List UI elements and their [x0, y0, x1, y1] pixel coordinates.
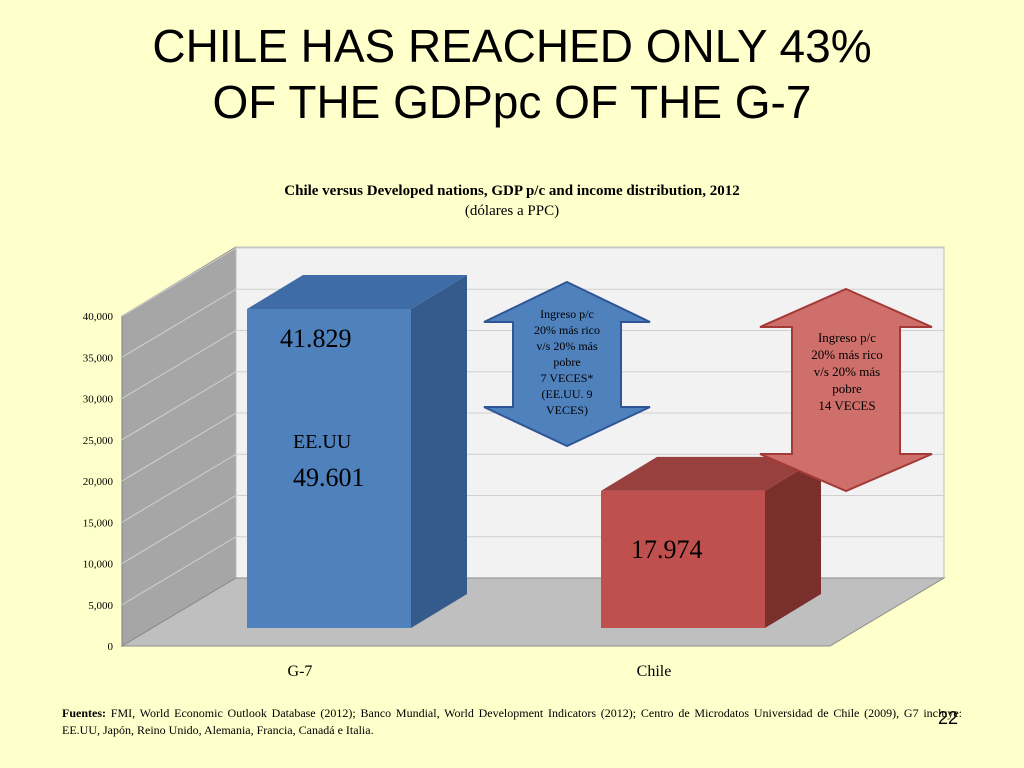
bar-side: [765, 456, 821, 628]
x-tick-label: Chile: [637, 663, 672, 680]
x-tick-label: G-7: [288, 663, 313, 680]
red-arrow-text: pobre: [832, 381, 862, 396]
red-arrow-text: v/s 20% más: [814, 364, 880, 379]
chart: 0 5,000 10,000 15,000 20,000 25,000 30,000 35,0…: [83, 246, 946, 680]
y-tick-label: 40,000: [83, 311, 114, 323]
red-updown-arrow: [759, 287, 933, 493]
usa-label: EE.UU: [293, 431, 352, 453]
bar-top: [601, 456, 821, 491]
gridline: [121, 330, 944, 399]
slide-title: CHILE HAS REACHED ONLY 43% OF THE GDPpc …: [0, 18, 1024, 130]
y-tick-labels: 0 5,000 10,000 15,000 20,000 25,000 30,000 35,0…: [83, 311, 114, 653]
blue-arrow-text: Ingreso p/c: [540, 307, 594, 321]
bar: [247, 309, 411, 628]
data-label: 41.829: [280, 324, 352, 353]
gridline: [121, 288, 944, 358]
red-arrow-text: Ingreso p/c: [818, 330, 876, 345]
blue-arrow-text: 20% más rico: [534, 323, 600, 337]
bars: [247, 275, 821, 628]
bar-side: [411, 275, 467, 628]
gridline: [121, 412, 944, 482]
y-tick-label: 5,000: [88, 600, 113, 612]
slide-title-line-1: CHILE HAS REACHED ONLY 43%: [152, 20, 872, 72]
annotations: 41.829 17.974 EE.UU 49.601 Ingreso p/c 20% má…: [280, 280, 933, 564]
y-tick-label: 15,000: [83, 517, 114, 529]
y-tick-label: 0: [108, 641, 114, 653]
gridline: [121, 371, 944, 441]
gridline: [121, 453, 944, 523]
bar: [601, 490, 765, 628]
source-note: Fuentes: FMI, World Economic Outlook Dat…: [62, 705, 962, 739]
source-label: Fuentes:: [62, 706, 106, 720]
data-label: 17.974: [631, 535, 703, 564]
blue-arrow-text: v/s 20% más: [536, 339, 598, 353]
y-tick-label: 10,000: [83, 559, 114, 571]
blue-arrow-text: 7 VECES*: [541, 371, 594, 385]
chart-title: Chile versus Developed nations, GDP p/c …: [284, 183, 740, 199]
gridline: [121, 247, 944, 317]
blue-updown-arrow: [483, 280, 651, 448]
y-tick-label: 20,000: [83, 476, 114, 488]
y-tick-label: 35,000: [83, 352, 114, 364]
red-arrow-text: 14 VECES: [818, 398, 875, 413]
red-arrow-text: 20% más rico: [811, 347, 882, 362]
blue-arrow-text: (EE.UU. 9: [542, 387, 593, 401]
slide-number: 22: [938, 708, 959, 728]
blue-arrow-text: pobre: [553, 355, 580, 369]
usa-value: 49.601: [293, 463, 365, 492]
x-tick-labels: G-7 Chile: [288, 663, 672, 680]
bar-top: [247, 275, 467, 309]
source-text: FMI, World Economic Outlook Database (20…: [62, 706, 962, 737]
chart-subtitle: (dólares a PPC): [464, 203, 560, 219]
blue-arrow-text: VECES): [546, 403, 588, 417]
y-tick-label: 30,000: [83, 394, 114, 406]
slide-title-line-2: OF THE GDPpc OF THE G-7: [212, 76, 812, 128]
y-tick-label: 25,000: [83, 435, 114, 447]
